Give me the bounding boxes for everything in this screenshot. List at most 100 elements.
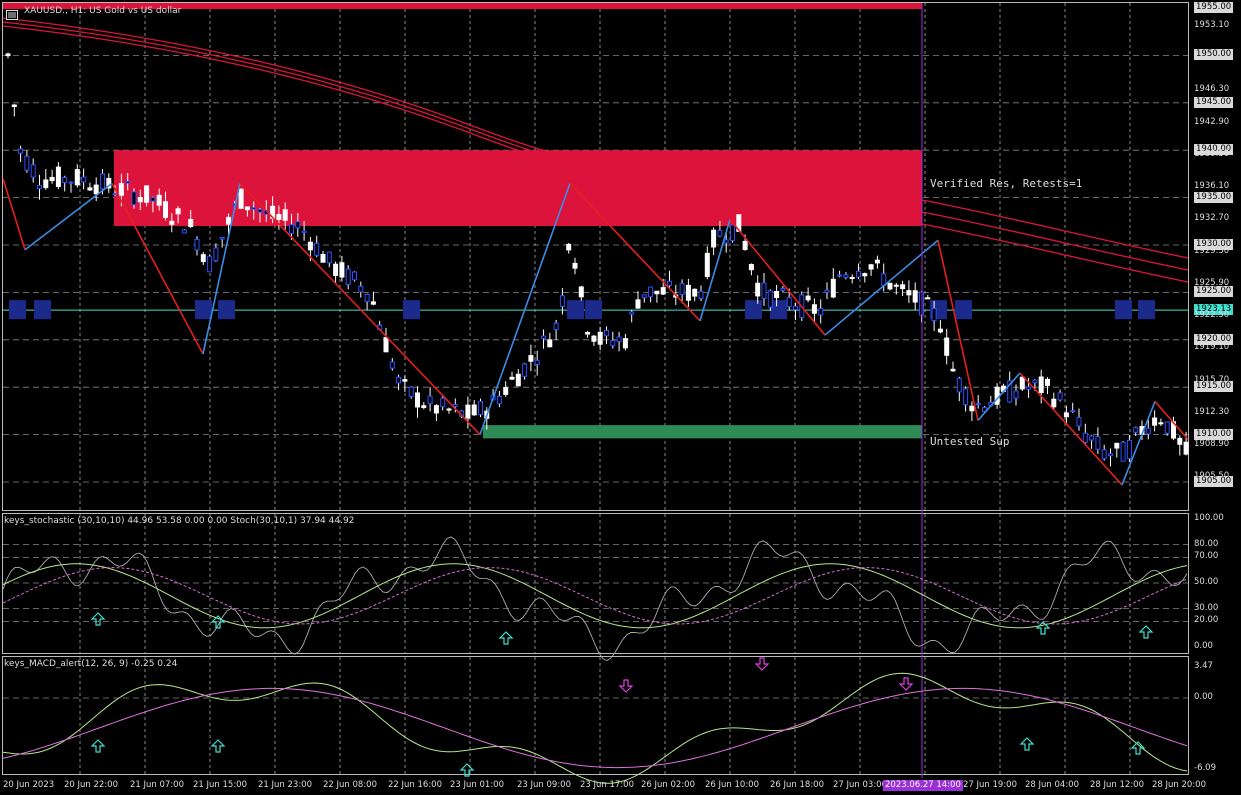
signal-block xyxy=(218,300,235,320)
candle-body xyxy=(629,311,635,315)
candle xyxy=(11,104,17,117)
candle xyxy=(181,228,187,234)
candle xyxy=(843,272,849,280)
moving-average-line xyxy=(921,223,1189,283)
arrow-up-icon xyxy=(210,739,226,753)
candle-body xyxy=(1007,380,1013,403)
time-axis-label: 21 Jun 07:00 xyxy=(130,780,184,790)
arrow-up-icon xyxy=(498,631,514,645)
zigzag-down-leg xyxy=(569,182,701,322)
resistance-zone xyxy=(114,150,922,227)
candle-body xyxy=(830,278,836,298)
candle-body xyxy=(156,194,162,206)
candle-body xyxy=(912,290,918,303)
candle-body xyxy=(1045,378,1050,386)
time-axis-label: 26 Jun 18:00 xyxy=(770,780,824,790)
candle xyxy=(200,252,206,265)
candle xyxy=(257,208,263,223)
price-axis-box-label: 1923.13 xyxy=(1194,304,1234,316)
stoch-axis-label: 100.00 xyxy=(1194,513,1224,523)
candle xyxy=(402,375,408,392)
candle-body xyxy=(163,201,168,219)
candle-body xyxy=(446,408,452,411)
candle-body xyxy=(906,290,912,296)
candle xyxy=(969,401,975,422)
zigzag-down-leg xyxy=(2,178,26,250)
candle-body xyxy=(112,193,118,196)
signal-block xyxy=(770,300,787,320)
candle xyxy=(685,278,691,307)
candle xyxy=(244,206,250,217)
candle-body xyxy=(137,196,143,203)
candle xyxy=(339,255,345,282)
candle-body xyxy=(131,191,137,206)
candle-body xyxy=(370,301,376,305)
candle-body xyxy=(667,280,672,286)
candle xyxy=(389,358,395,371)
candle xyxy=(610,331,616,349)
candle-body xyxy=(345,268,351,286)
candle-body xyxy=(604,330,609,337)
signal-block xyxy=(745,300,762,320)
arrow-up-icon xyxy=(1019,737,1035,751)
candle-body xyxy=(314,242,320,256)
candle xyxy=(188,209,194,229)
candle-body xyxy=(572,262,578,269)
stochastic-indicator-label: keys_stochastic (30,10,10) 44.96 53.58 0… xyxy=(4,516,355,526)
candle-body xyxy=(1076,417,1082,427)
candle-body xyxy=(761,282,767,299)
candle-body xyxy=(433,405,439,414)
stoch-buy-signal xyxy=(498,631,514,645)
candle xyxy=(396,374,402,391)
candle xyxy=(301,221,307,241)
candle xyxy=(1164,421,1170,436)
candle xyxy=(755,275,761,304)
macd-axis-label: 0.00 xyxy=(1194,692,1213,702)
candle-body xyxy=(1164,421,1170,434)
candle-body xyxy=(62,177,68,184)
moving-average-line xyxy=(2,25,601,164)
candle xyxy=(345,265,351,290)
candle xyxy=(326,251,332,268)
macd-sell-signal xyxy=(754,657,770,671)
candle xyxy=(1133,426,1139,436)
candle-body xyxy=(692,288,698,297)
candle-body xyxy=(944,337,950,356)
candle xyxy=(793,302,798,321)
macd-axis-label: -6.09 xyxy=(1194,763,1216,773)
candle-body xyxy=(257,209,263,213)
candle-body xyxy=(994,386,1000,405)
candle-body xyxy=(685,284,691,301)
candle-body xyxy=(1101,449,1107,460)
candle xyxy=(219,236,225,248)
candle-body xyxy=(74,169,80,186)
candle xyxy=(679,279,685,304)
candle xyxy=(1108,448,1113,467)
candle-body xyxy=(730,224,735,242)
candle xyxy=(534,350,540,376)
candle xyxy=(169,213,175,233)
chart-menu-icon[interactable] xyxy=(6,5,18,20)
candle xyxy=(566,243,572,254)
arrow-down-icon xyxy=(618,679,634,693)
candle xyxy=(1076,408,1082,431)
candle-body xyxy=(591,335,597,342)
candle xyxy=(1057,389,1063,402)
stoch-buy-signal xyxy=(90,612,106,626)
candle-body xyxy=(622,338,628,349)
stoch-fast-line xyxy=(2,536,1188,662)
candle-body xyxy=(648,286,654,298)
time-axis-label: 26 Jun 10:00 xyxy=(705,780,759,790)
price-axis-box-label: 1935.00 xyxy=(1194,191,1234,203)
stoch-axis-label: 30.00 xyxy=(1194,602,1219,613)
candle-body xyxy=(742,240,748,250)
candle xyxy=(427,387,433,412)
time-axis-label: 28 Jun 12:00 xyxy=(1090,780,1144,790)
candle-body xyxy=(282,209,288,221)
signal-block xyxy=(403,300,420,320)
candle-body xyxy=(780,288,786,291)
candle xyxy=(471,400,477,416)
candle-body xyxy=(55,166,61,187)
time-axis-label: 28 Jun 20:00 xyxy=(1152,780,1206,790)
